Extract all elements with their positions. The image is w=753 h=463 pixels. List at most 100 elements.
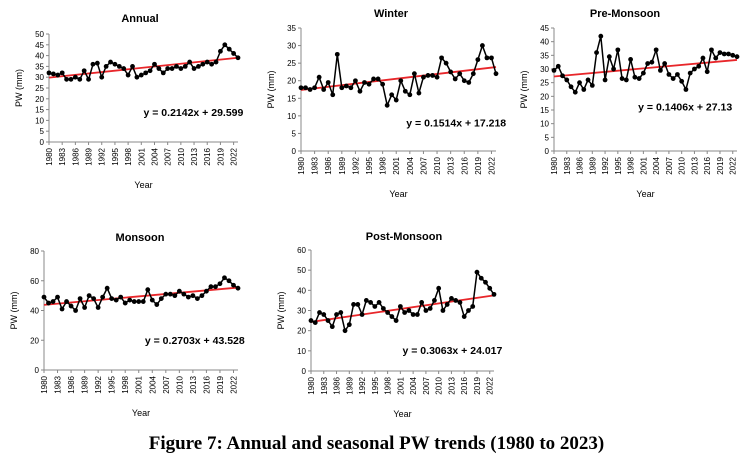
data-point [564,77,570,83]
data-point [122,300,128,306]
y-tick-label: 15 [287,94,296,103]
data-point [200,61,206,67]
x-tick-label: 2010 [678,156,687,174]
x-tick-label: 2001 [396,376,405,394]
data-point [416,90,422,96]
y-tick-label: 5 [40,127,45,136]
data-point [182,64,188,69]
data-point [213,284,218,290]
y-tick-label: 5 [545,133,550,142]
data-point [109,296,115,301]
x-tick-label: 1992 [351,156,360,174]
x-tick-label: 2001 [639,156,648,174]
x-axis-label: Year [389,189,407,199]
data-point [307,87,313,92]
data-point [235,55,241,61]
data-point [470,71,476,77]
data-point [103,64,109,69]
data-point [353,78,358,84]
data-point [645,61,651,66]
data-point [72,74,78,80]
x-tick-label: 1983 [54,375,63,393]
data-point [453,298,459,303]
chart-title: Post-Monsoon [366,231,443,243]
data-point [443,60,449,66]
data-point [143,70,149,76]
data-point [466,80,472,85]
x-tick-label: 2013 [190,147,199,165]
data-point [611,66,616,72]
data-point [555,63,561,69]
y-tick-label: 25 [35,84,44,93]
x-tick-label: 2016 [460,156,469,174]
x-tick-label: 1983 [320,376,329,394]
data-point [493,71,499,77]
x-tick-label: 1998 [124,147,133,165]
x-tick-label: 2007 [419,156,428,174]
data-point [108,59,113,65]
x-tick-label: 1995 [108,375,117,393]
data-point [104,285,110,291]
x-tick-label: 1989 [85,147,94,165]
y-axis-label: PW (mm) [519,71,529,109]
data-point [393,97,399,103]
data-point [330,92,336,98]
data-point [196,64,201,69]
data-point [589,83,595,88]
data-point [366,81,372,87]
x-tick-label: 2022 [487,156,496,174]
data-point [329,324,335,330]
data-point [568,84,574,90]
x-tick-label: 1998 [384,376,393,394]
data-point [560,73,565,79]
data-point [134,74,140,80]
x-tick-label: 1980 [45,147,54,165]
data-point [181,291,187,297]
trend-equation: y = 0.1514x + 17.218 [406,117,506,129]
data-point [432,298,437,303]
data-point [194,296,200,301]
data-point [86,76,91,82]
data-point [449,296,454,301]
data-point [147,68,153,74]
y-tick-label: 15 [540,106,549,115]
data-point [342,328,348,334]
data-point [156,66,162,71]
data-point [393,318,399,323]
x-tick-label: 2013 [447,156,456,174]
data-point [64,76,69,82]
data-point [411,71,417,77]
data-point [730,52,736,58]
data-point [298,85,304,91]
chart-title: Winter [374,8,409,20]
y-tick-label: 30 [540,65,549,74]
data-point [226,278,232,284]
y-tick-label: 25 [287,59,296,68]
data-point [158,296,164,301]
data-point [191,66,197,71]
data-point [483,279,488,285]
data-point [421,74,426,80]
data-point [679,78,685,84]
trend-equation: y = 0.2703x + 43.528 [145,335,245,347]
data-point [632,74,638,80]
x-tick-label: 1983 [311,156,320,174]
x-tick-label: 2019 [473,376,482,394]
data-point [321,312,327,317]
data-point [704,69,710,75]
data-point [407,92,413,98]
data-point [121,66,127,71]
data-point [312,85,318,91]
data-point [140,299,146,304]
data-point [68,303,74,309]
x-tick-label: 1998 [121,375,130,393]
data-point [640,70,646,76]
data-point [226,46,232,52]
data-point [317,310,322,315]
data-point [389,314,395,319]
y-tick-label: 20 [297,327,306,336]
data-point [55,294,60,300]
data-point [461,314,467,319]
y-tick-label: 35 [287,24,296,33]
